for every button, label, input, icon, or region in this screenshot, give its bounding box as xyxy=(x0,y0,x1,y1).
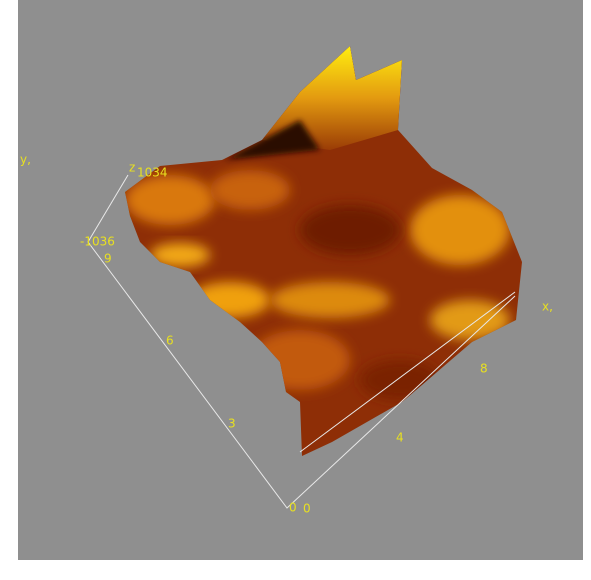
z-min-label: -1036 xyxy=(80,235,115,249)
x-axis-label: x, xyxy=(542,300,553,314)
y-tick-label: 6 xyxy=(166,334,174,348)
x-tick-label: 0 xyxy=(303,502,311,516)
z-axis-label: z xyxy=(129,161,135,175)
y-tick-label: 3 xyxy=(228,417,236,431)
y-axis-label: y, xyxy=(20,153,31,167)
axis-box xyxy=(87,174,516,509)
z-max-label: 1034 xyxy=(137,166,168,180)
axis-lines xyxy=(87,174,516,509)
y-tick-label: 0 xyxy=(289,501,297,515)
x-tick-label: 4 xyxy=(396,431,404,445)
axis-line xyxy=(299,291,516,453)
x-tick-label: 8 xyxy=(480,362,488,376)
y-tick-label: 9 xyxy=(104,252,112,266)
